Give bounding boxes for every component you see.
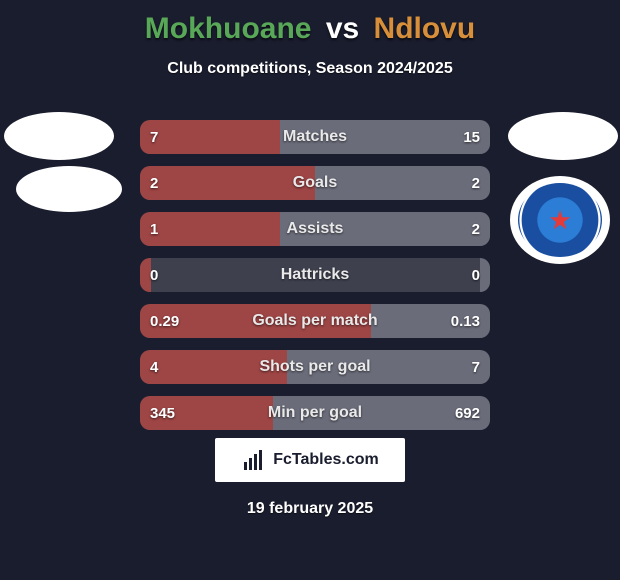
stat-right-value: 0.13	[441, 304, 490, 338]
club-badge-outer: ★	[510, 176, 610, 264]
stat-label: Goals	[140, 166, 490, 200]
player2-avatar	[508, 112, 618, 160]
stat-left-value: 7	[140, 120, 168, 154]
stat-left-value: 0	[140, 258, 168, 292]
subtitle: Club competitions, Season 2024/2025	[0, 60, 620, 78]
player1-club-badge	[16, 166, 122, 212]
stat-right-value: 15	[453, 120, 490, 154]
stat-label: Matches	[140, 120, 490, 154]
stat-label: Goals per match	[140, 304, 490, 338]
club-badge-ring: ★	[518, 183, 602, 257]
player1-name: Mokhuoane	[145, 12, 312, 45]
stat-bars: Matches715Goals22Assists12Hattricks00Goa…	[140, 120, 490, 442]
stat-label: Min per goal	[140, 396, 490, 430]
player2-name: Ndlovu	[374, 12, 476, 45]
stat-label: Hattricks	[140, 258, 490, 292]
stat-left-value: 0.29	[140, 304, 189, 338]
vs-text: vs	[326, 12, 359, 45]
stat-label: Assists	[140, 212, 490, 246]
stat-row: Shots per goal4 7	[140, 350, 490, 384]
stat-left-value: 4	[140, 350, 168, 384]
stat-right-value: 0	[462, 258, 490, 292]
brand-logo: FcTables.com	[215, 438, 405, 482]
stat-row: Goals2 2	[140, 166, 490, 200]
footer-date: 19 february 2025	[0, 500, 620, 518]
stat-left-value: 1	[140, 212, 168, 246]
stat-label: Shots per goal	[140, 350, 490, 384]
comparison-title: Mokhuoane vs Ndlovu	[0, 0, 620, 46]
stat-row: Assists1 2	[140, 212, 490, 246]
stat-row: Goals per match0.29 0.13	[140, 304, 490, 338]
stat-row: Hattricks0 0	[140, 258, 490, 292]
stat-right-value: 2	[462, 212, 490, 246]
brand-text: FcTables.com	[273, 451, 379, 469]
stat-right-value: 2	[462, 166, 490, 200]
player1-avatar	[4, 112, 114, 160]
stat-left-value: 345	[140, 396, 185, 430]
stat-left-value: 2	[140, 166, 168, 200]
brand-chart-icon	[241, 448, 267, 472]
stat-right-value: 692	[445, 396, 490, 430]
stat-row: Min per goal345 692	[140, 396, 490, 430]
stat-right-value: 7	[462, 350, 490, 384]
stat-row: Matches7 15	[140, 120, 490, 154]
club-badge-star-icon: ★	[548, 205, 571, 236]
player2-club-badge: ★	[510, 176, 610, 264]
